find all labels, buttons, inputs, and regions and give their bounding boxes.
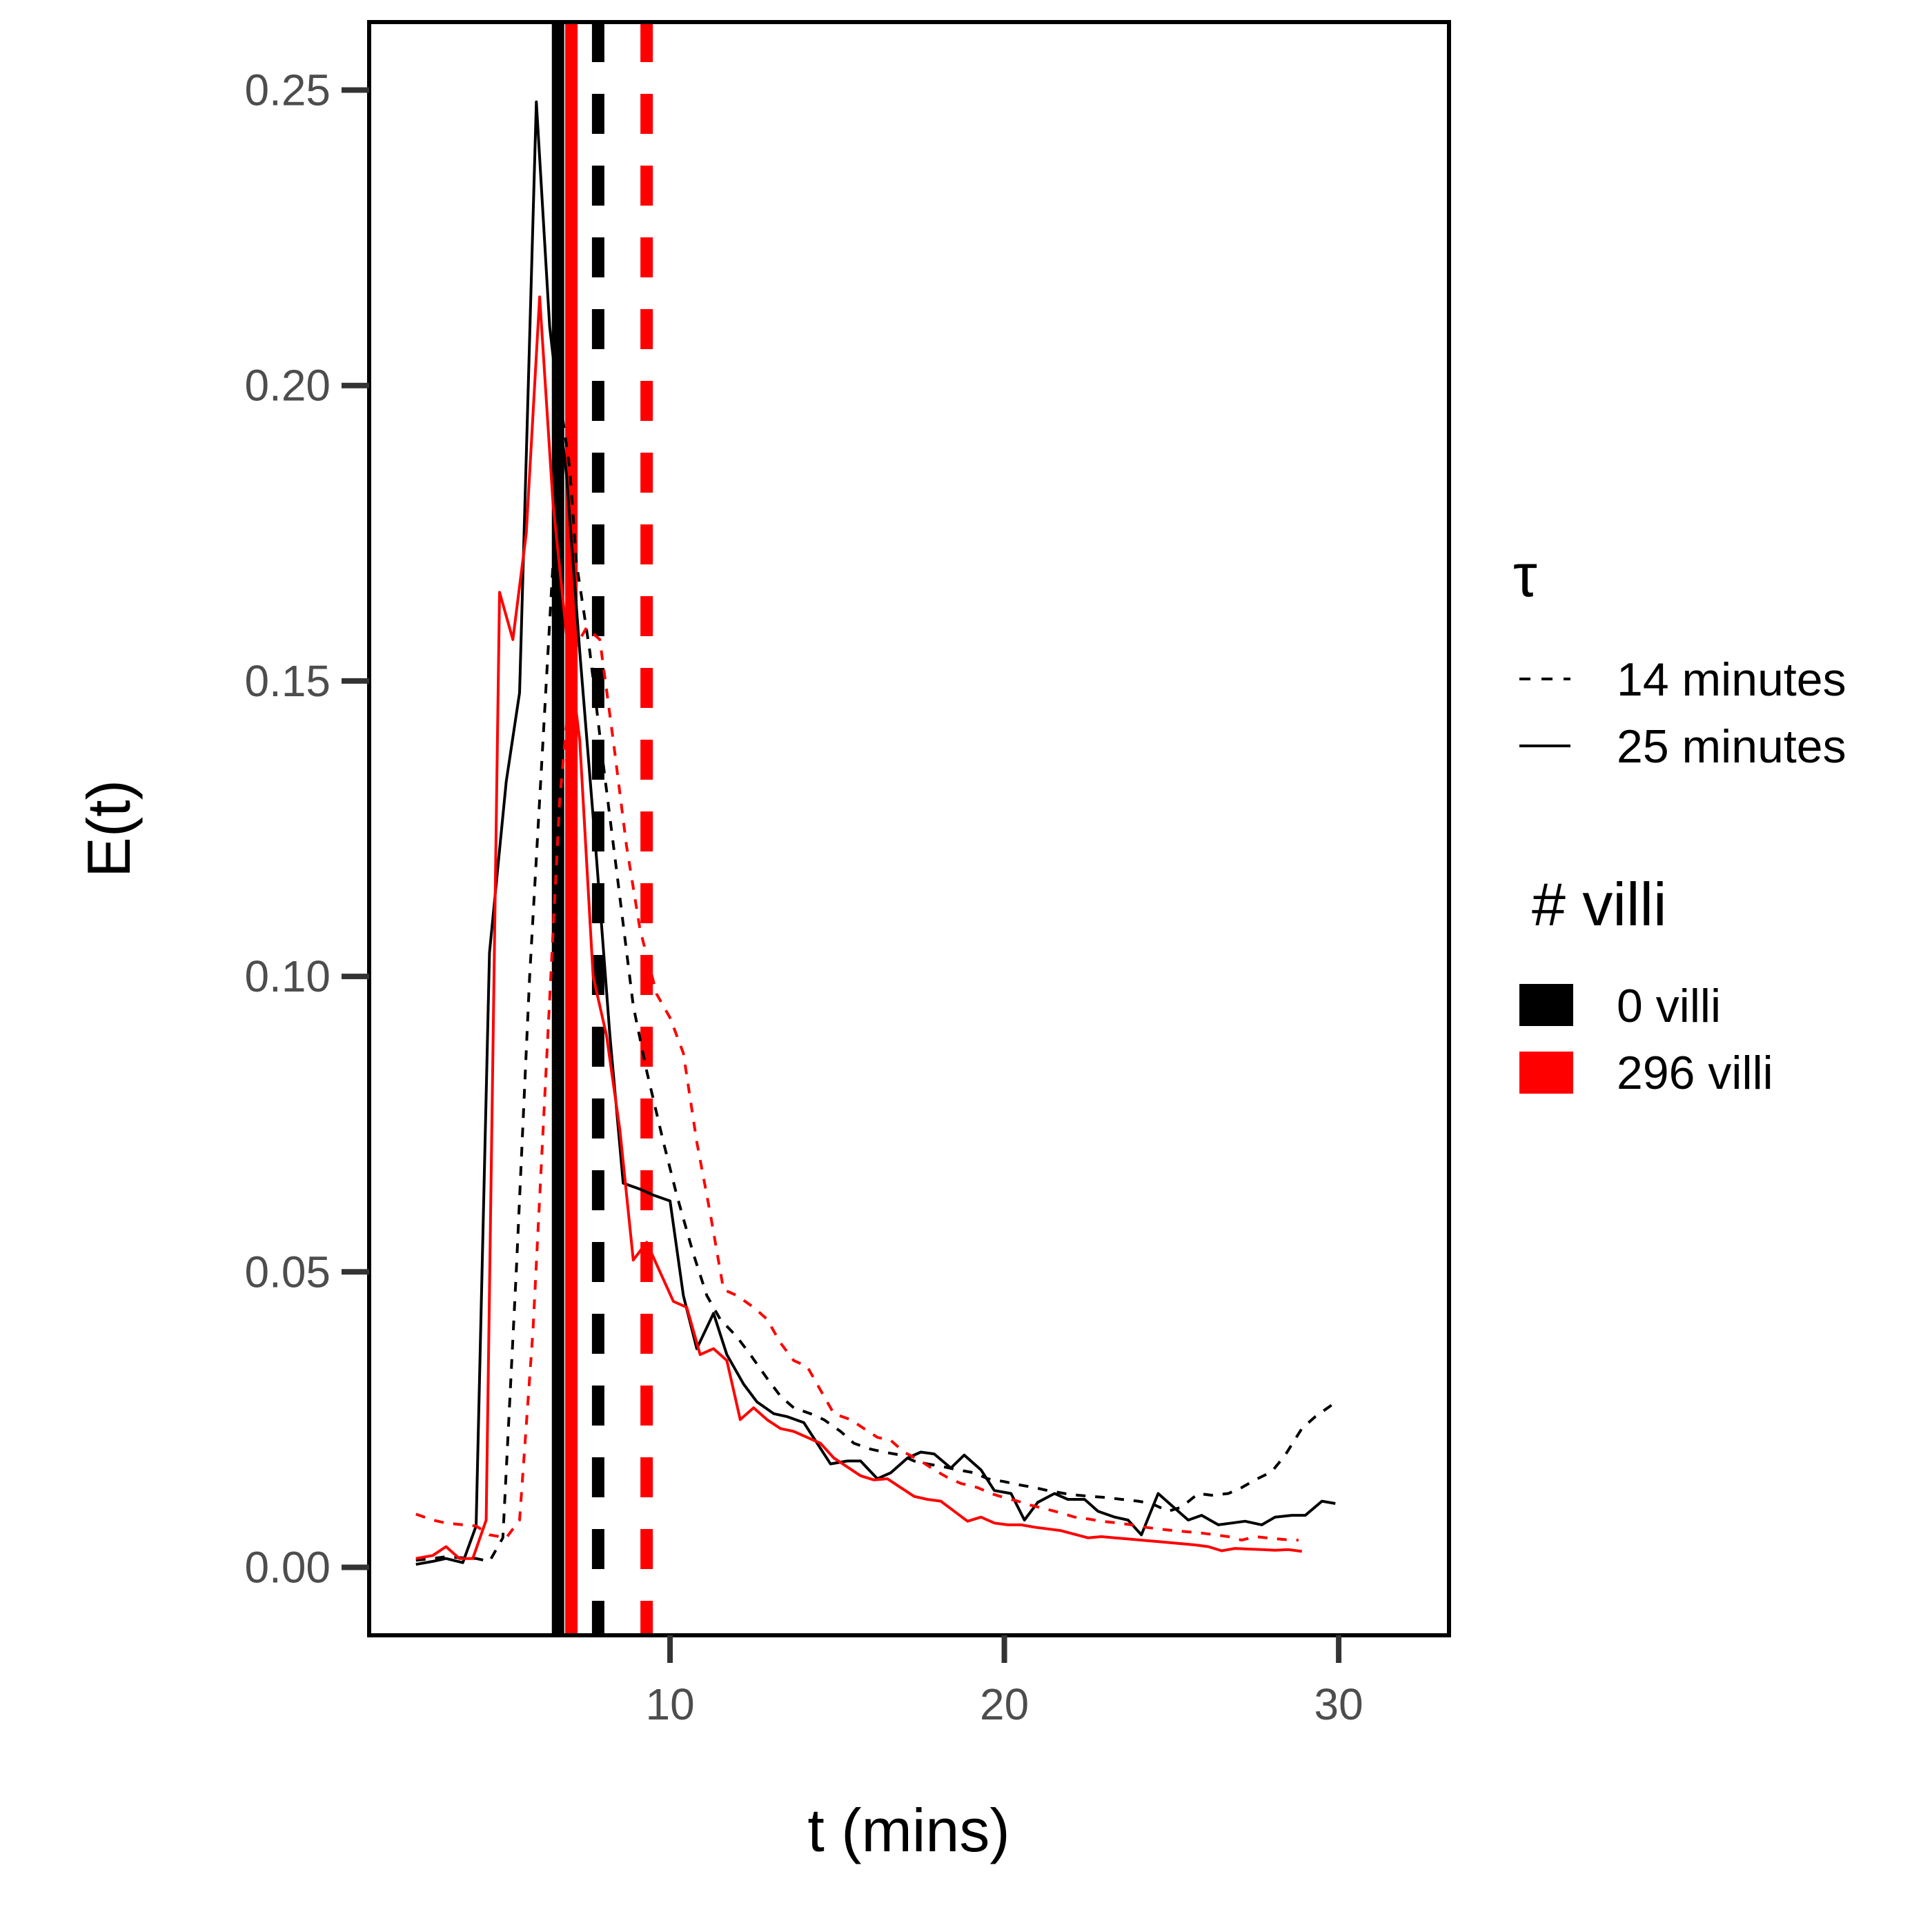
series-layer: [415, 100, 1336, 1566]
legend-key-0-villi: [1519, 984, 1573, 1026]
legend-villi-title: # villi: [1532, 870, 1667, 938]
x-tick-label-0: 10: [645, 1679, 694, 1729]
legend: τ 14 minutes 25 minutes # villi 0 villi …: [1513, 541, 1846, 1099]
y-tick-label-0: 0.00: [244, 1543, 331, 1593]
legend-label-25-minutes: 25 minutes: [1617, 720, 1846, 773]
series-296-villi-25-minutes: [415, 295, 1303, 1560]
y-tick-label-1: 0.05: [244, 1247, 331, 1297]
legend-key-296-villi: [1519, 1052, 1573, 1094]
y-tick-label-5: 0.25: [244, 65, 331, 115]
legend-tau-title: τ: [1513, 541, 1537, 609]
x-axis: 10 20 30: [645, 1635, 1363, 1729]
x-tick-label-2: 30: [1314, 1679, 1363, 1729]
y-tick-label-2: 0.10: [244, 952, 331, 1001]
x-axis-title: t (mins): [807, 1796, 1009, 1864]
legend-label-14-minutes: 14 minutes: [1617, 653, 1846, 706]
x-tick-label-1: 20: [980, 1679, 1029, 1729]
y-axis: 0.00 0.05 0.10 0.15 0.20 0.25: [244, 65, 369, 1593]
legend-label-0-villi: 0 villi: [1617, 980, 1721, 1032]
plot-panel-border: [367, 20, 1451, 1637]
series-0-villi-14-minutes: [415, 420, 1333, 1563]
y-tick-label-3: 0.15: [244, 656, 331, 706]
mean-lines: [551, 22, 653, 1635]
y-axis-title: E(t): [75, 780, 143, 878]
y-tick-label-4: 0.20: [244, 361, 331, 411]
series-296-villi-14-minutes: [415, 626, 1299, 1542]
legend-label-296-villi: 296 villi: [1617, 1047, 1773, 1099]
